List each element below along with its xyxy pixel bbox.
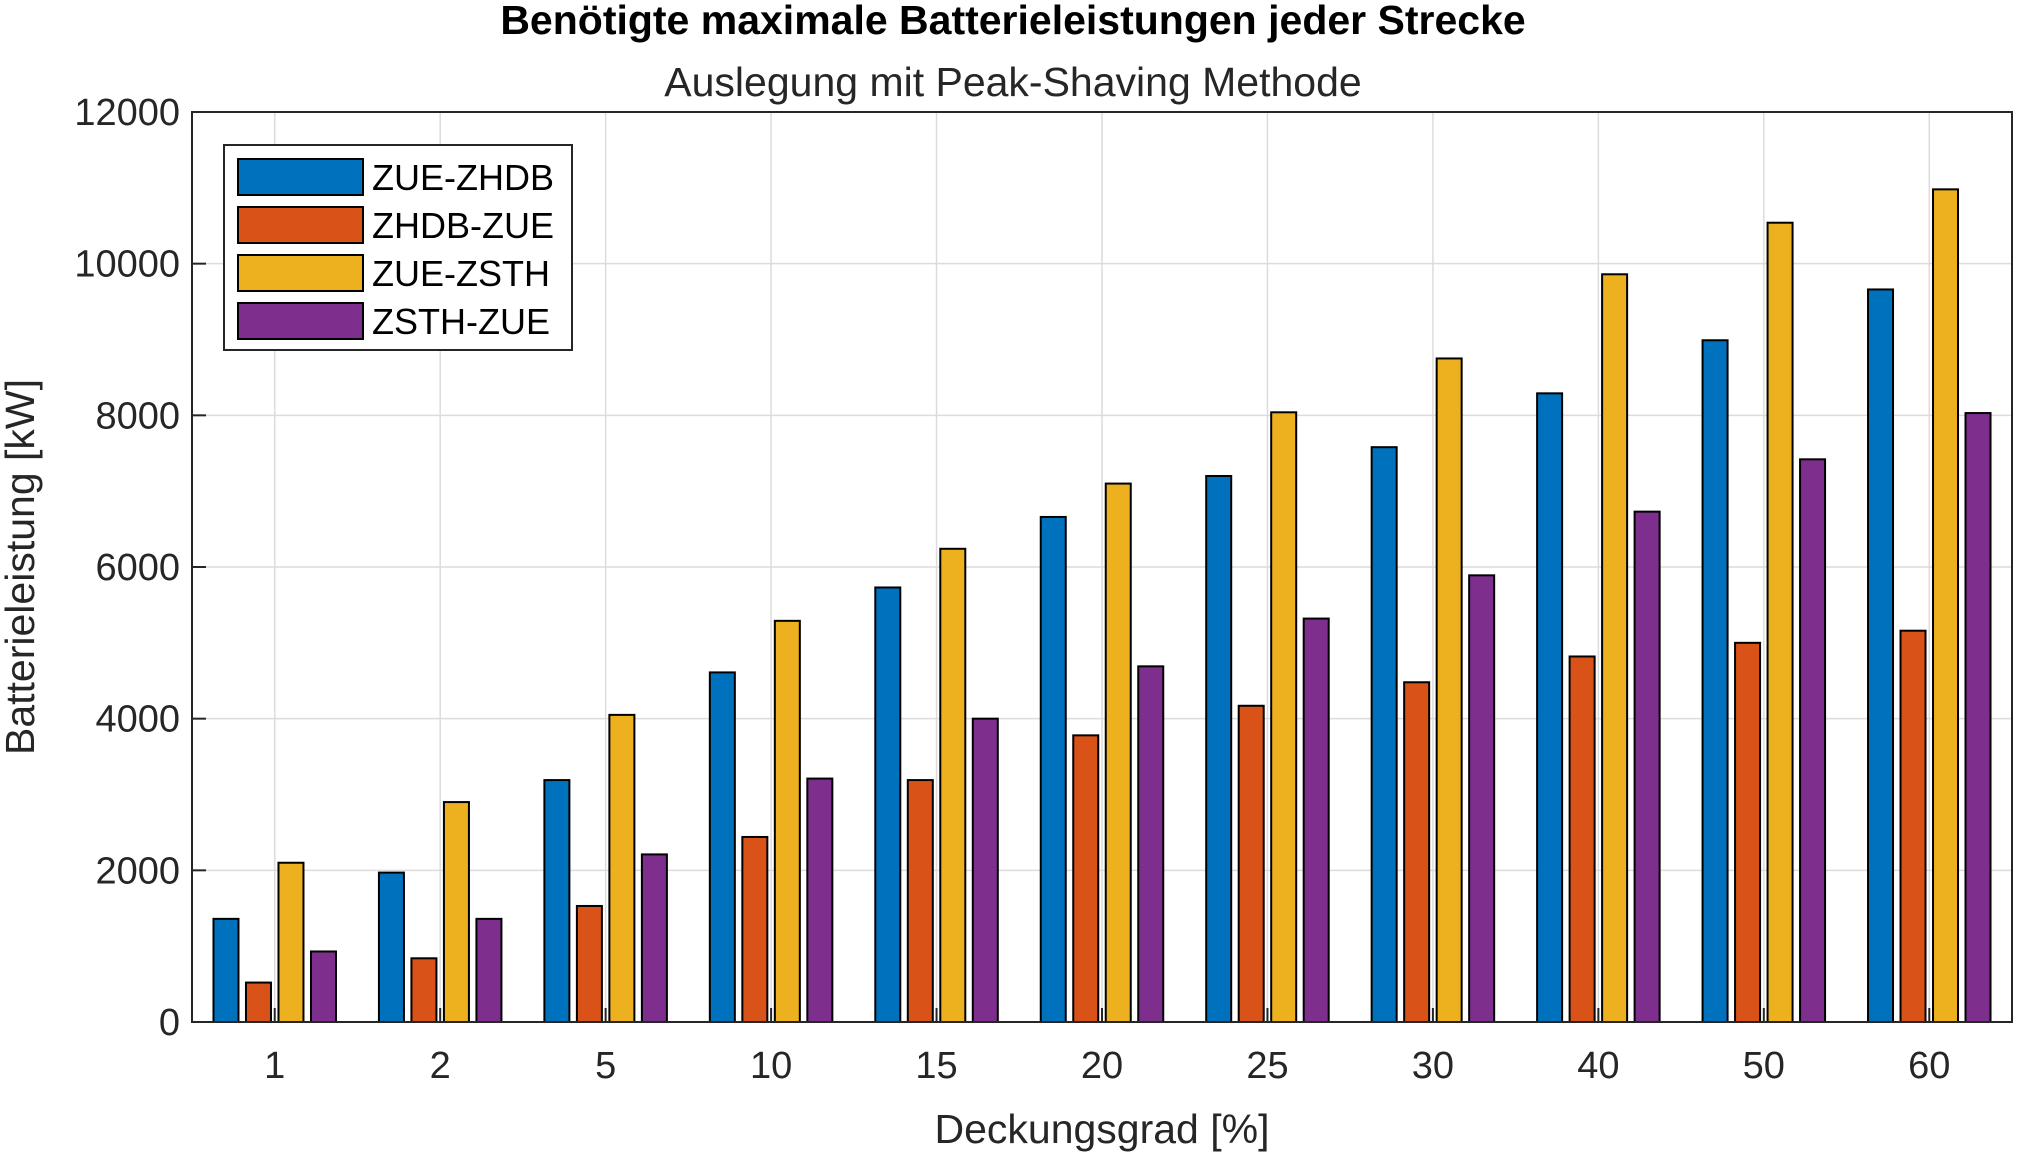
bar-zhdb-zue-60 xyxy=(1899,629,1927,1023)
legend-swatch-zue-zsth xyxy=(237,254,364,292)
x-tick-label: 30 xyxy=(1412,1045,1454,1087)
x-tick-label: 1 xyxy=(264,1045,285,1087)
bar-zue-zhdb-20 xyxy=(1039,515,1067,1023)
bar-zhdb-zue-30 xyxy=(1403,681,1431,1023)
bar-zue-zhdb-15 xyxy=(874,586,902,1023)
x-tick-label: 60 xyxy=(1908,1045,1950,1087)
x-tick-label: 20 xyxy=(1081,1045,1123,1087)
bar-zue-zhdb-40 xyxy=(1536,392,1564,1023)
bar-zue-zsth-10 xyxy=(773,619,801,1023)
bar-zsth-zue-15 xyxy=(971,717,999,1024)
x-axis-ticks: 1 2 5 10 15 20 25 30 40 50 60 xyxy=(264,1008,1950,1087)
bar-zue-zsth-15 xyxy=(939,547,967,1023)
bar-zue-zhdb-5 xyxy=(543,779,571,1024)
bar-zue-zhdb-1 xyxy=(212,917,240,1023)
legend-label-zsth-zue: ZSTH-ZUE xyxy=(372,301,550,342)
bar-zhdb-zue-10 xyxy=(741,835,769,1024)
bar-zhdb-zue-40 xyxy=(1568,655,1596,1023)
legend-swatch-zsth-zue xyxy=(237,302,364,340)
x-tick-label: 50 xyxy=(1743,1045,1785,1087)
bar-zhdb-zue-50 xyxy=(1734,641,1762,1023)
bar-series xyxy=(212,188,1992,1024)
bar-zhdb-zue-15 xyxy=(906,779,934,1024)
y-axis-label: Batterieleistung [kW] xyxy=(0,379,43,755)
y-tick-label: 8000 xyxy=(95,395,180,437)
bar-zue-zsth-25 xyxy=(1270,411,1298,1023)
x-tick-label: 2 xyxy=(430,1045,451,1087)
bar-zue-zsth-1 xyxy=(277,861,305,1023)
y-axis-ticks: 0 2000 4000 6000 8000 10000 12000 xyxy=(74,92,206,1044)
bar-zsth-zue-50 xyxy=(1799,458,1827,1024)
x-tick-label: 5 xyxy=(595,1045,616,1087)
bar-zue-zsth-5 xyxy=(608,713,636,1023)
y-tick-label: 4000 xyxy=(95,699,180,741)
x-tick-label: 15 xyxy=(915,1045,957,1087)
legend-swatch-zhdb-zue xyxy=(237,206,364,244)
bar-zsth-zue-60 xyxy=(1964,412,1992,1023)
bar-zsth-zue-40 xyxy=(1633,510,1661,1023)
bar-zsth-zue-10 xyxy=(806,777,834,1024)
bar-zue-zhdb-2 xyxy=(377,871,405,1023)
bar-zue-zsth-30 xyxy=(1435,357,1463,1024)
legend-label-zue-zhdb: ZUE-ZHDB xyxy=(372,157,554,198)
bar-zue-zsth-2 xyxy=(442,801,470,1023)
y-tick-label: 10000 xyxy=(74,244,180,286)
bar-zhdb-zue-1 xyxy=(244,981,272,1023)
bar-zsth-zue-30 xyxy=(1468,574,1496,1023)
legend-swatch-zue-zhdb xyxy=(237,158,364,196)
bar-zsth-zue-5 xyxy=(640,853,668,1023)
bar-zhdb-zue-20 xyxy=(1072,734,1100,1023)
y-tick-label: 0 xyxy=(159,1002,180,1044)
bar-zue-zsth-60 xyxy=(1932,188,1960,1024)
y-tick-label: 2000 xyxy=(95,850,180,892)
bar-zue-zhdb-25 xyxy=(1205,475,1233,1023)
x-tick-label: 25 xyxy=(1246,1045,1288,1087)
bar-zsth-zue-1 xyxy=(309,950,337,1023)
legend-label-zue-zsth: ZUE-ZSTH xyxy=(372,253,550,294)
bar-zsth-zue-20 xyxy=(1137,665,1165,1023)
x-axis-label: Deckungsgrad [%] xyxy=(934,1106,1269,1152)
x-tick-label: 10 xyxy=(750,1045,792,1087)
bar-zhdb-zue-2 xyxy=(410,957,438,1023)
bar-zue-zhdb-10 xyxy=(708,671,736,1023)
bar-zsth-zue-2 xyxy=(475,917,503,1023)
bar-zhdb-zue-5 xyxy=(575,904,603,1023)
bar-zue-zsth-40 xyxy=(1601,273,1629,1023)
y-tick-label: 12000 xyxy=(74,92,180,134)
bar-zue-zsth-20 xyxy=(1104,482,1132,1024)
legend-label-zhdb-zue: ZHDB-ZUE xyxy=(372,205,554,246)
y-tick-label: 6000 xyxy=(95,547,180,589)
bar-zue-zhdb-60 xyxy=(1867,288,1895,1023)
bar-zue-zhdb-30 xyxy=(1370,446,1398,1023)
bar-zhdb-zue-25 xyxy=(1237,704,1265,1024)
chart-title: Benötigte maximale Batterieleistungen je… xyxy=(500,0,1525,43)
bar-zsth-zue-25 xyxy=(1302,617,1330,1023)
chart-subtitle: Auslegung mit Peak-Shaving Methode xyxy=(664,59,1361,105)
bar-zue-zhdb-50 xyxy=(1701,339,1729,1023)
x-tick-label: 40 xyxy=(1577,1045,1619,1087)
bar-zue-zsth-50 xyxy=(1766,221,1794,1023)
legend: ZUE-ZHDB ZHDB-ZUE ZUE-ZSTH ZSTH-ZUE xyxy=(223,144,573,351)
